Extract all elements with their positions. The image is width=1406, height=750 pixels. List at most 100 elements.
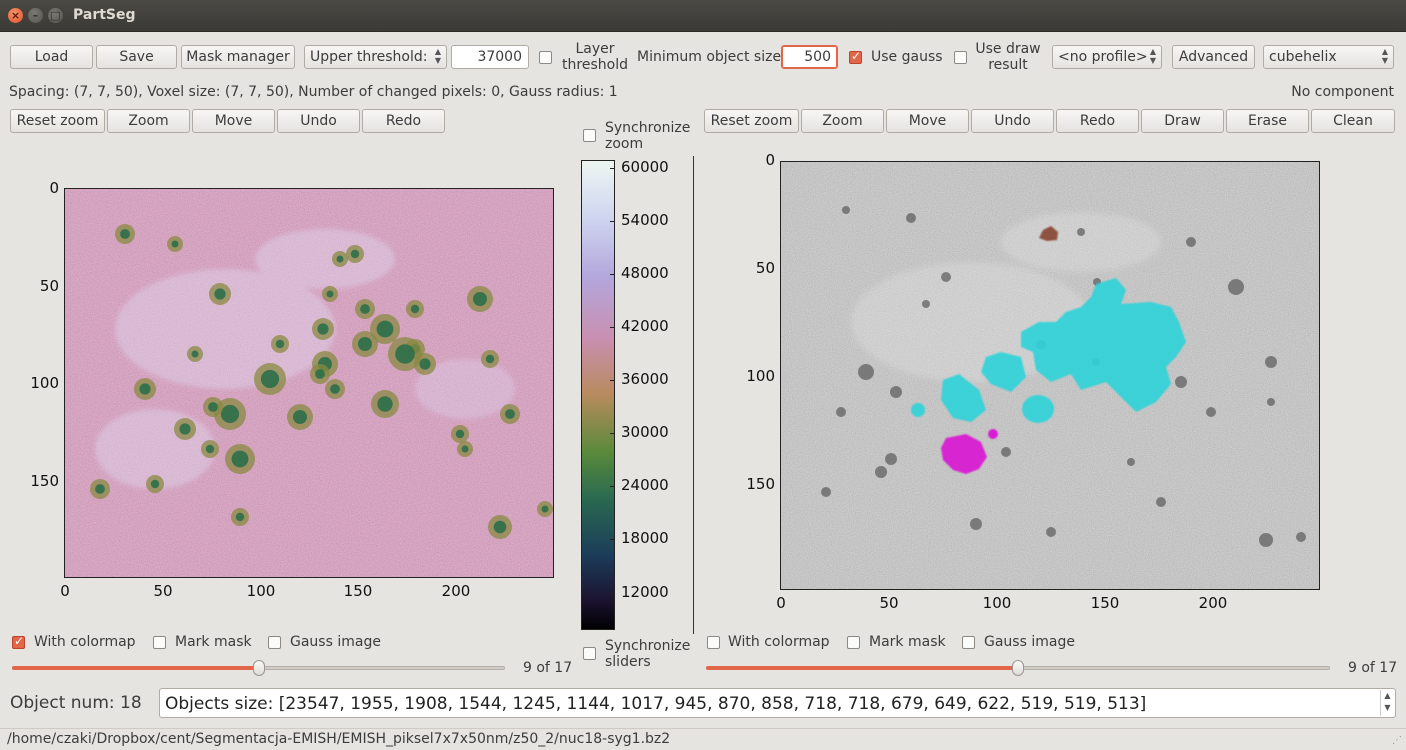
mask-manager-button[interactable]: Mask manager — [181, 45, 295, 69]
dark-spot — [1296, 532, 1306, 542]
left-image-view[interactable] — [64, 188, 554, 578]
left-layer-slider-fill — [12, 666, 259, 670]
synchronize-sliders-label: Synchronize sliders — [605, 638, 691, 670]
spot-core — [220, 404, 240, 424]
min-size-label: Minimum object size: — [637, 49, 786, 65]
dark-spot — [906, 213, 916, 223]
colorbar-tick — [610, 380, 615, 381]
dark-spot — [1265, 356, 1277, 368]
minimize-icon[interactable]: – — [28, 8, 43, 23]
left-undo-button[interactable]: Undo — [277, 109, 360, 133]
use-draw-checkbox[interactable] — [954, 51, 967, 64]
right-move-button[interactable]: Move — [886, 109, 969, 133]
splitter-line[interactable] — [693, 156, 694, 634]
dark-spot — [875, 466, 887, 478]
right-redo-button[interactable]: Redo — [1056, 109, 1139, 133]
load-button[interactable]: Load — [10, 45, 93, 69]
cyan-component-part — [911, 403, 925, 417]
profile-select[interactable]: <no profile> ▲ ▼ — [1052, 45, 1162, 69]
close-icon[interactable]: × — [8, 8, 23, 23]
dark-spot — [922, 300, 930, 308]
spot-core — [317, 323, 329, 335]
title-bar: × – □ PartSeg — [0, 0, 1406, 32]
draw-button[interactable]: Draw — [1141, 109, 1224, 133]
synchronize-zoom-checkbox[interactable] — [583, 129, 596, 142]
threshold-type-select[interactable]: Upper threshold: ▲ ▼ — [304, 45, 447, 69]
right-layer-slider-handle[interactable] — [1012, 660, 1024, 676]
right-mark-mask-checkbox[interactable] — [847, 636, 860, 649]
clean-button[interactable]: Clean — [1311, 109, 1395, 133]
dark-spot — [1127, 458, 1135, 466]
spot-core — [376, 320, 394, 338]
right-reset-zoom-button[interactable]: Reset zoom — [704, 109, 799, 133]
y-tick-label: 150 — [746, 475, 775, 493]
layer-threshold-checkbox[interactable] — [539, 51, 552, 64]
colormap-select[interactable]: cubehelix ▲ ▼ — [1263, 45, 1394, 69]
dark-spot — [1228, 279, 1244, 295]
x-tick-label: 150 — [1090, 594, 1120, 612]
x-tick-label: 50 — [879, 594, 899, 612]
resize-grip-icon[interactable]: ⋰ — [1392, 735, 1402, 746]
left-mark-mask-checkbox[interactable] — [153, 636, 166, 649]
left-zoom-button[interactable]: Zoom — [107, 109, 190, 133]
min-size-field[interactable]: 500 — [781, 45, 838, 69]
advanced-button[interactable]: Advanced — [1172, 45, 1255, 69]
synchronize-zoom-label: Synchronize zoom — [605, 120, 691, 152]
left-layer-label: 9 of 17 — [523, 660, 573, 676]
right-with-colormap-checkbox[interactable] — [707, 636, 720, 649]
save-button[interactable]: Save — [96, 45, 177, 69]
spot-core — [330, 384, 340, 394]
dark-spot — [941, 272, 951, 282]
right-layer-label: 9 of 17 — [1348, 660, 1398, 676]
spot-core — [235, 512, 245, 522]
cyan-component-part — [1022, 395, 1054, 423]
right-dark-spots — [821, 206, 1306, 547]
left-redo-button[interactable]: Redo — [362, 109, 445, 133]
spot-core — [410, 304, 420, 314]
colorbar-tick-label: 42000 — [621, 317, 669, 335]
colormap-value: cubehelix — [1269, 49, 1337, 65]
left-gauss-image-checkbox[interactable] — [268, 636, 281, 649]
use-gauss-label: Use gauss — [871, 49, 943, 65]
erase-button[interactable]: Erase — [1226, 109, 1309, 133]
maximize-icon[interactable]: □ — [48, 8, 63, 23]
x-tick-label: 50 — [153, 582, 173, 600]
spot-core — [326, 290, 334, 298]
colorbar-tick-label: 24000 — [621, 476, 669, 494]
threshold-value-field[interactable]: 37000 — [451, 45, 529, 69]
colorbar-tick — [610, 593, 615, 594]
use-gauss-checkbox[interactable] — [849, 49, 862, 64]
spot-core — [171, 240, 179, 248]
left-with-colormap-checkbox[interactable] — [12, 634, 25, 649]
spot-core — [260, 369, 280, 389]
colorbar-tick — [610, 327, 615, 328]
colorbar-tick-label: 30000 — [621, 423, 669, 441]
x-tick-label: 150 — [343, 582, 373, 600]
right-zoom-button[interactable]: Zoom — [801, 109, 884, 133]
spot-core — [461, 445, 469, 453]
right-gauss-image-checkbox[interactable] — [962, 636, 975, 649]
colorbar-tick-label: 54000 — [621, 211, 669, 229]
colorbar-tick-label: 12000 — [621, 583, 669, 601]
dark-spot — [1206, 407, 1216, 417]
right-undo-button[interactable]: Undo — [971, 109, 1054, 133]
left-move-button[interactable]: Move — [192, 109, 275, 133]
textbox-scroll-arrows-icon[interactable]: ▲ ▼ — [1380, 690, 1394, 716]
y-tick-label: 0 — [765, 151, 775, 169]
dark-spot — [1001, 447, 1011, 457]
left-with-colormap-label: With colormap — [34, 634, 136, 650]
dark-spot — [842, 206, 850, 214]
left-layer-slider-handle[interactable] — [253, 660, 265, 676]
x-tick-label: 100 — [246, 582, 276, 600]
layer-threshold-text: Layer threshold — [562, 41, 628, 73]
right-image-view[interactable] — [780, 161, 1320, 590]
objects-size-textbox[interactable]: Objects size: [23547, 1955, 1908, 1544, … — [159, 688, 1396, 718]
left-image-canvas — [65, 189, 553, 577]
y-tick-label: 100 — [746, 367, 775, 385]
left-reset-zoom-button[interactable]: Reset zoom — [10, 109, 105, 133]
spinner-arrows-icon: ▲ ▼ — [434, 47, 441, 65]
synchronize-sliders-checkbox[interactable] — [583, 647, 596, 660]
colorbar-tick-label: 48000 — [621, 264, 669, 282]
profile-value: <no profile> — [1058, 49, 1148, 65]
colorbar-tick — [610, 486, 615, 487]
